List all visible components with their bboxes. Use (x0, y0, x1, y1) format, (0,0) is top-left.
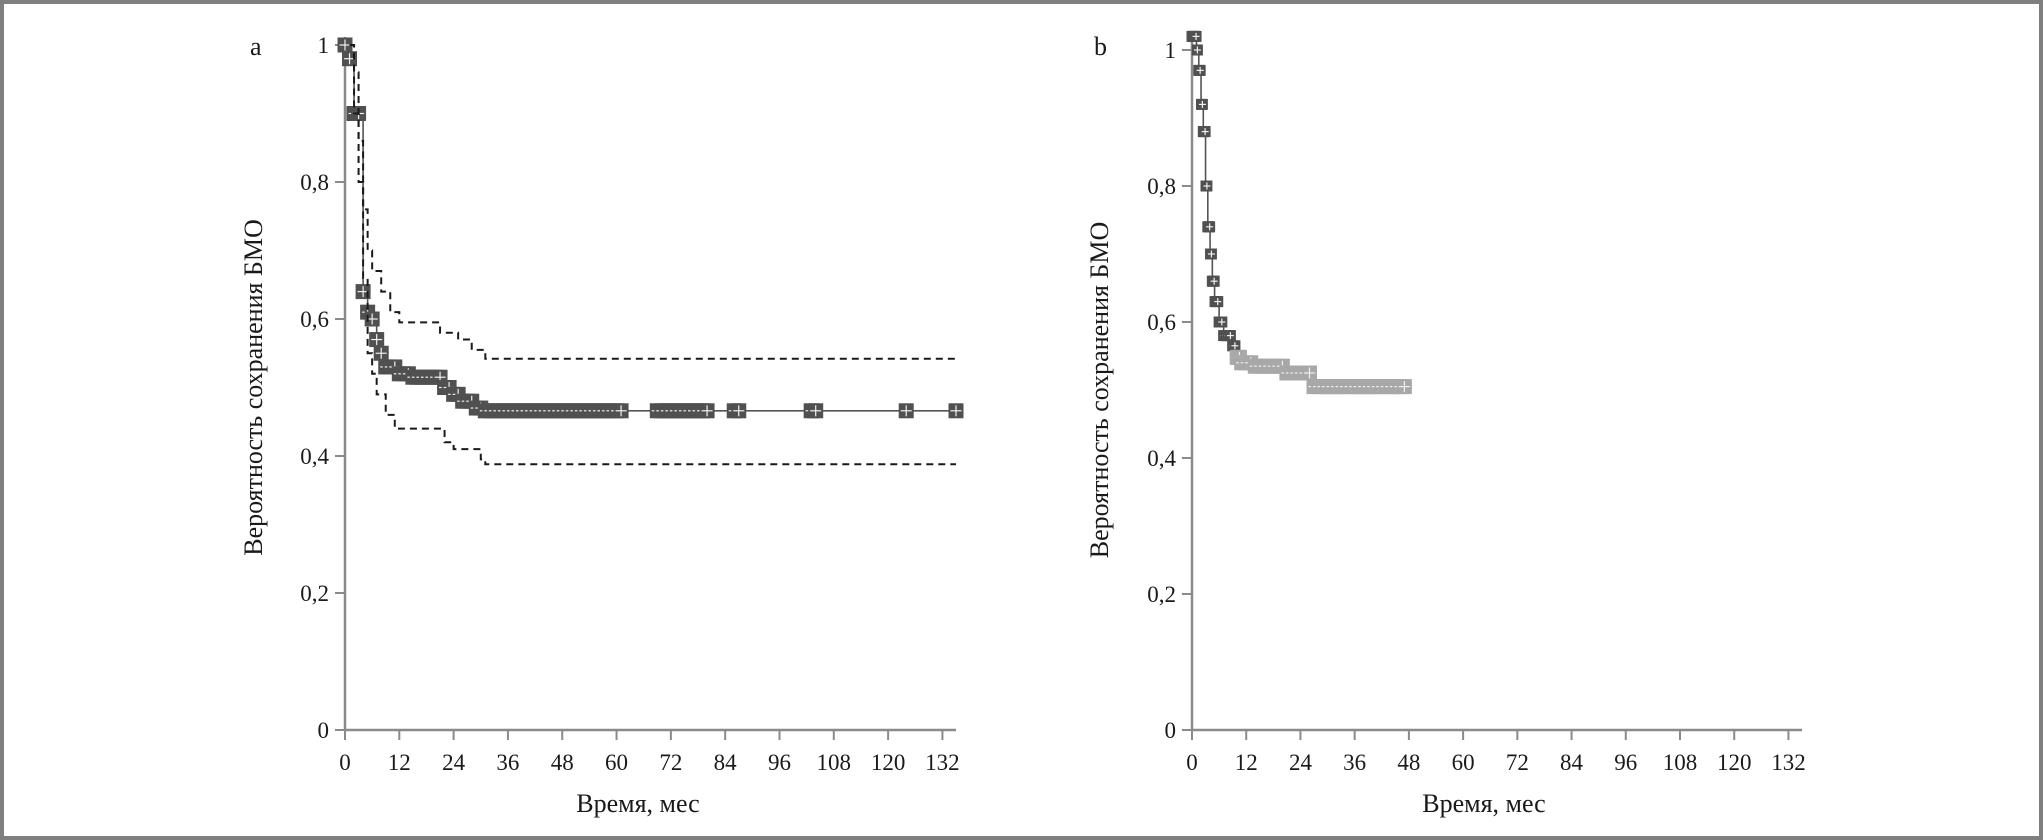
x-tick-label: 72 (1506, 750, 1529, 775)
y-tick-label: 0,6 (300, 307, 329, 332)
y-tick-label: 1 (318, 33, 330, 58)
y-axis-title: Вероятность сохранения БМО (239, 219, 268, 556)
x-tick-label: 36 (1343, 750, 1366, 775)
censor-mark (699, 403, 715, 419)
censor-mark (1204, 221, 1216, 233)
x-tick-label: 60 (1452, 750, 1475, 775)
x-tick-label: 132 (1771, 750, 1806, 775)
y-tick-label: 0,6 (1147, 310, 1176, 335)
x-tick-label: 132 (925, 750, 960, 775)
censor-mark (1201, 180, 1213, 192)
y-tick-label: 0 (1165, 718, 1177, 743)
y-tick-label: 0,8 (1147, 174, 1176, 199)
censor-mark (1224, 330, 1236, 342)
x-tick-label: 0 (1186, 750, 1198, 775)
panel-label: b (1094, 32, 1107, 61)
censor-mark (1216, 316, 1228, 328)
censor-mark (1199, 126, 1211, 138)
censor-mark (1396, 379, 1412, 395)
censor-mark (613, 403, 629, 419)
y-axis-title: Вероятность сохранения БМО (1085, 222, 1114, 559)
y-tick-label: 0,4 (300, 444, 329, 469)
x-tick-label: 96 (1614, 750, 1637, 775)
x-tick-label: 108 (1663, 750, 1698, 775)
x-tick-label: 36 (496, 750, 519, 775)
censor-mark (898, 403, 914, 419)
x-tick-label: 12 (1235, 750, 1258, 775)
censor-mark (1301, 365, 1317, 381)
censor-mark (808, 403, 824, 419)
y-tick-label: 0 (318, 718, 330, 743)
y-tick-label: 1 (1165, 38, 1177, 63)
chart-panel-b (1182, 30, 1802, 740)
x-tick-label: 120 (871, 750, 906, 775)
x-tick-label: 60 (605, 750, 628, 775)
y-tick-label: 0,2 (1147, 582, 1176, 607)
censor-mark (1196, 98, 1208, 110)
x-tick-label: 84 (714, 750, 738, 775)
censor-mark (1205, 248, 1217, 260)
censor-mark (1208, 275, 1220, 287)
censor-mark (373, 345, 389, 361)
x-tick-label: 84 (1560, 750, 1584, 775)
lower_ci-line (349, 44, 956, 466)
x-tick-label: 0 (339, 750, 351, 775)
x-tick-label: 108 (817, 750, 852, 775)
panel-label: a (250, 32, 262, 61)
censor-mark (1194, 64, 1206, 76)
y-tick-label: 0,4 (1147, 446, 1176, 471)
x-tick-label: 24 (442, 750, 466, 775)
y-tick-label: 0,8 (300, 170, 329, 195)
x-tick-label: 48 (1397, 750, 1420, 775)
upper_ci-line (349, 44, 956, 360)
censor-mark (1191, 44, 1203, 56)
censor-mark (948, 403, 964, 419)
x-tick-label: 72 (659, 750, 682, 775)
x-tick-label: 120 (1717, 750, 1752, 775)
censor-mark (1212, 296, 1224, 308)
x-tick-label: 12 (388, 750, 411, 775)
censor-mark (1190, 30, 1202, 42)
censor-mark (731, 403, 747, 419)
censor-mark (369, 332, 385, 348)
censor-mark (1229, 340, 1241, 352)
censor-mark (337, 37, 353, 53)
x-tick-label: 96 (768, 750, 791, 775)
x-axis-title: Время, мес (1422, 789, 1545, 818)
x-tick-label: 48 (551, 750, 574, 775)
survival-line (345, 44, 956, 412)
x-tick-label: 24 (1289, 750, 1313, 775)
chart-panel-a (335, 37, 964, 740)
x-axis-title: Время, мес (576, 789, 699, 818)
y-tick-label: 0,2 (300, 581, 329, 606)
